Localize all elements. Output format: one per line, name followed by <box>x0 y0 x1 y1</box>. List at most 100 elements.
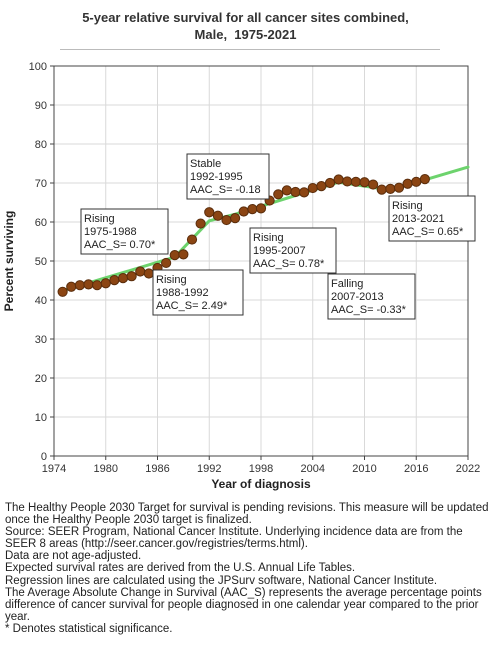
data-point <box>221 214 232 226</box>
annotation-text: 1975-1988 <box>84 226 137 238</box>
data-point <box>290 186 301 198</box>
y-tick-label: 10 <box>35 412 47 424</box>
data-point <box>255 203 267 214</box>
footnote-source: Source: SEER Program, National Cancer In… <box>5 526 463 551</box>
title-divider <box>60 49 440 50</box>
x-axis-label: Year of diagnosis <box>211 477 311 491</box>
x-tick-label: 1998 <box>249 463 273 475</box>
data-point <box>117 273 129 284</box>
data-point <box>109 275 120 286</box>
data-point <box>385 183 396 194</box>
annotation-text: AAC_S= 0.78* <box>253 258 325 270</box>
annotation-box <box>80 208 169 255</box>
data-point <box>195 218 206 229</box>
data-point <box>92 280 103 291</box>
footnotes: The Healthy People 2030 Target for survi… <box>5 502 489 635</box>
y-tick-label: 60 <box>35 217 47 229</box>
data-point <box>324 177 336 189</box>
data-point <box>143 268 154 279</box>
annotation-text: AAC_S= 0.70* <box>84 239 156 251</box>
survival-chart: 0 10 20 30 40 50 60 70 80 90 100 1974 1980 1986 1992 19… <box>2 61 480 491</box>
y-axis-label: Percent surviving <box>2 211 16 312</box>
data-point <box>212 210 223 221</box>
y-tick-label: 20 <box>35 373 47 385</box>
annotation-text: Rising <box>84 213 115 225</box>
y-tick-label: 100 <box>29 61 47 73</box>
chart-title-line-2: Male, 1975-2021 <box>194 27 297 42</box>
annotation-box <box>152 269 244 316</box>
x-tick-label: 1974 <box>42 463 66 475</box>
annotation-text: Rising <box>253 232 284 244</box>
chart-title-line-1: 5-year relative survival for all cancer … <box>82 10 409 25</box>
annotation-text: Rising <box>392 200 423 212</box>
annotation-text: Rising <box>156 274 187 286</box>
annotation-text: 2013-2021 <box>392 213 445 225</box>
annotation-text: AAC_S= -0.33* <box>331 304 407 316</box>
data-point <box>393 182 405 193</box>
chart-title: 5-year relative survival for all cancer … <box>0 9 491 43</box>
data-point <box>342 176 353 187</box>
x-tick-label: 1986 <box>145 463 169 475</box>
annotation-text: AAC_S= 2.49* <box>156 300 228 312</box>
data-point <box>299 187 310 198</box>
data-point <box>350 176 361 187</box>
y-tick-label: 80 <box>35 139 47 151</box>
x-tick-label: 1980 <box>94 463 118 475</box>
annotation-text: 1988-1992 <box>156 287 209 299</box>
annotation-text: 1995-2007 <box>253 245 306 257</box>
x-tick-label: 2016 <box>404 463 428 475</box>
data-point <box>359 177 370 188</box>
y-tick-label: 0 <box>41 451 47 463</box>
data-point <box>247 204 258 215</box>
data-point <box>411 176 422 187</box>
x-tick-label: 2022 <box>456 463 480 475</box>
data-point <box>83 279 94 290</box>
data-point <box>126 271 137 282</box>
y-tick-label: 30 <box>35 334 47 346</box>
annotation-box <box>186 153 270 200</box>
data-point <box>135 266 146 277</box>
annotation-text: 2007-2013 <box>331 291 384 303</box>
footnote-jpsurv: Regression lines are calculated using th… <box>5 574 438 587</box>
data-point <box>57 286 68 297</box>
data-point <box>402 178 413 189</box>
x-tick-label: 1992 <box>197 463 221 475</box>
annotation-text: Falling <box>331 278 363 290</box>
annotation-box <box>388 195 476 242</box>
x-tick-label: 2010 <box>352 463 376 475</box>
data-point <box>419 174 430 185</box>
annotation-text: 1992-1995 <box>190 171 243 183</box>
y-tick-label: 70 <box>35 178 47 190</box>
data-point <box>161 257 172 269</box>
data-point <box>186 234 198 245</box>
annotation-text: AAC_S= -0.18 <box>190 184 261 196</box>
data-point <box>74 280 85 291</box>
footnote-not-age-adjusted: Data are not age-adjusted. <box>5 550 142 563</box>
data-point <box>273 189 284 200</box>
y-tick-label: 90 <box>35 100 47 112</box>
data-point <box>66 281 77 292</box>
data-point <box>178 249 189 260</box>
y-tick-label: 50 <box>35 256 47 268</box>
data-point <box>368 179 379 190</box>
data-point <box>169 250 180 261</box>
footnote-significance: * Denotes statistical significance. <box>5 622 173 635</box>
data-point <box>333 174 344 185</box>
data-point <box>100 278 111 289</box>
data-point <box>316 181 327 192</box>
x-tick-label: 2004 <box>301 463 325 475</box>
footnote-life-tables: Expected survival rates are derived from… <box>5 562 356 575</box>
data-point <box>230 213 241 224</box>
annotation-text: Stable <box>190 158 221 170</box>
data-point <box>376 184 387 195</box>
footnote-aac-definition: The Average Absolute Change in Survival … <box>5 586 482 623</box>
annotation-text: AAC_S= 0.65* <box>392 226 464 238</box>
data-point <box>238 206 249 217</box>
data-point <box>307 182 318 194</box>
data-point <box>204 207 215 218</box>
annotation-box <box>249 227 337 274</box>
y-tick-label: 40 <box>35 295 47 307</box>
annotation-box <box>327 273 416 320</box>
footnote-hp2030: The Healthy People 2030 Target for survi… <box>5 502 489 527</box>
data-point <box>281 185 292 196</box>
